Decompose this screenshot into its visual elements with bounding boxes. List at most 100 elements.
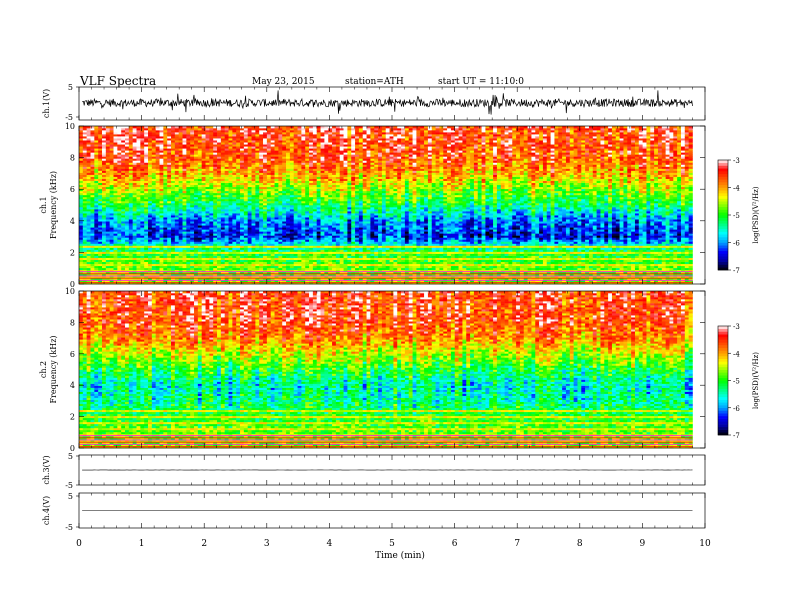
- spectrogram-cell: [87, 250, 91, 252]
- spectrogram-cell: [125, 162, 129, 164]
- spectrogram-cell: [114, 209, 118, 211]
- spectrogram-cell: [110, 260, 114, 262]
- spectrogram-cell: [106, 169, 110, 171]
- spectrogram-cell: [163, 233, 167, 235]
- spectrogram-cell: [144, 185, 148, 187]
- spectrogram-cell: [102, 175, 106, 177]
- spectrogram-cell: [94, 181, 98, 183]
- spectrogram-cell: [98, 243, 102, 245]
- spectrogram-cell: [114, 154, 118, 156]
- spectrogram-cell: [152, 138, 156, 140]
- spectrogram-cell: [79, 243, 83, 245]
- spectrogram-cell: [183, 185, 187, 187]
- spectrogram-cell: [133, 158, 137, 160]
- spectrogram-cell: [171, 162, 175, 164]
- spectrogram-cell: [167, 181, 171, 183]
- spectrogram-cell: [121, 156, 125, 158]
- spectrogram-cell: [121, 162, 125, 164]
- spectrogram-cell: [106, 134, 110, 136]
- spectrogram-cell: [129, 262, 133, 264]
- spectrogram-cell: [87, 239, 91, 241]
- spectrogram-cell: [83, 142, 87, 144]
- spectrogram-cell: [102, 241, 106, 243]
- spectrogram-cell: [152, 201, 156, 203]
- spectrogram-cell: [152, 250, 156, 252]
- spectrogram-cell: [94, 167, 98, 169]
- spectrogram-cell: [91, 128, 95, 130]
- spectrogram-cell: [110, 241, 114, 243]
- spectrogram-cell: [94, 169, 98, 171]
- spectrogram-cell: [152, 205, 156, 207]
- spectrogram-cell: [156, 179, 160, 181]
- spectrogram-cell: [183, 225, 187, 227]
- spectrogram-cell: [183, 183, 187, 185]
- spectrogram-cell: [121, 138, 125, 140]
- spectrogram-cell: [144, 266, 148, 268]
- spectrogram-cell: [140, 130, 144, 132]
- spectrogram-cell: [144, 130, 148, 132]
- spectrogram-cell: [117, 158, 121, 160]
- spectrogram-cell: [163, 231, 167, 233]
- spectrogram-cell: [133, 197, 137, 199]
- spectrogram-cell: [183, 252, 187, 254]
- spectrogram-cell: [148, 213, 152, 215]
- spectrogram-cell: [171, 264, 175, 266]
- spectrogram-cell: [129, 199, 133, 201]
- spectrogram-cell: [87, 197, 91, 199]
- spectrogram-cell: [125, 197, 129, 199]
- spectrogram-cell: [186, 164, 190, 166]
- spectrogram-cell: [133, 177, 137, 179]
- spectrogram-cell: [137, 209, 141, 211]
- spectrogram-cell: [144, 134, 148, 136]
- spectrogram-cell: [137, 201, 141, 203]
- spectrogram-cell: [140, 197, 144, 199]
- spectrogram-cell: [79, 162, 83, 164]
- spectrogram-cell: [129, 158, 133, 160]
- spectrogram-cell: [106, 252, 110, 254]
- spectrogram-cell: [110, 237, 114, 239]
- spectrogram-cell: [156, 268, 160, 270]
- spectrogram-cell: [144, 173, 148, 175]
- spectrogram-cell: [87, 217, 91, 219]
- spectrogram-cell: [121, 187, 125, 189]
- spectrogram-cell: [186, 144, 190, 146]
- spectrogram-cell: [171, 181, 175, 183]
- spectrogram-cell: [91, 262, 95, 264]
- spectrogram-cell: [167, 254, 171, 256]
- spectrogram-cell: [179, 156, 183, 158]
- spectrogram-cell: [186, 173, 190, 175]
- spectrogram-cell: [156, 156, 160, 158]
- spectrogram-cell: [79, 142, 83, 144]
- spectrogram-cell: [94, 142, 98, 144]
- spectrogram-cell: [133, 185, 137, 187]
- spectrogram-cell: [183, 175, 187, 177]
- spectrogram-cell: [117, 167, 121, 169]
- spectrogram-cell: [186, 223, 190, 225]
- spectrogram-cell: [98, 142, 102, 144]
- spectrogram-cell: [98, 209, 102, 211]
- spectrogram-cell: [160, 191, 164, 193]
- spectrogram-cell: [117, 237, 121, 239]
- spectrogram-cell: [156, 142, 160, 144]
- spectrogram-cell: [160, 243, 164, 245]
- spectrogram-cell: [133, 205, 137, 207]
- spectrogram-cell: [167, 138, 171, 140]
- spectrogram-cell: [148, 146, 152, 148]
- figure-title: VLF Spectra: [79, 74, 156, 88]
- spectrogram-cell: [125, 268, 129, 270]
- spectrogram-cell: [144, 229, 148, 231]
- spectrogram-cell: [160, 256, 164, 258]
- spectrogram-cell: [186, 239, 190, 241]
- spectrogram-cell: [129, 150, 133, 152]
- spectrogram-cell: [114, 164, 118, 166]
- spectrogram-cell: [171, 191, 175, 193]
- spectrogram-cell: [167, 175, 171, 177]
- spectrogram-cell: [106, 243, 110, 245]
- spectrogram-cell: [79, 130, 83, 132]
- spectrogram-cell: [98, 185, 102, 187]
- spectrogram-cell: [152, 181, 156, 183]
- spectrogram-cell: [125, 211, 129, 213]
- spectrogram-cell: [183, 213, 187, 215]
- spectrogram-cell: [117, 191, 121, 193]
- spectrogram-cell: [140, 258, 144, 260]
